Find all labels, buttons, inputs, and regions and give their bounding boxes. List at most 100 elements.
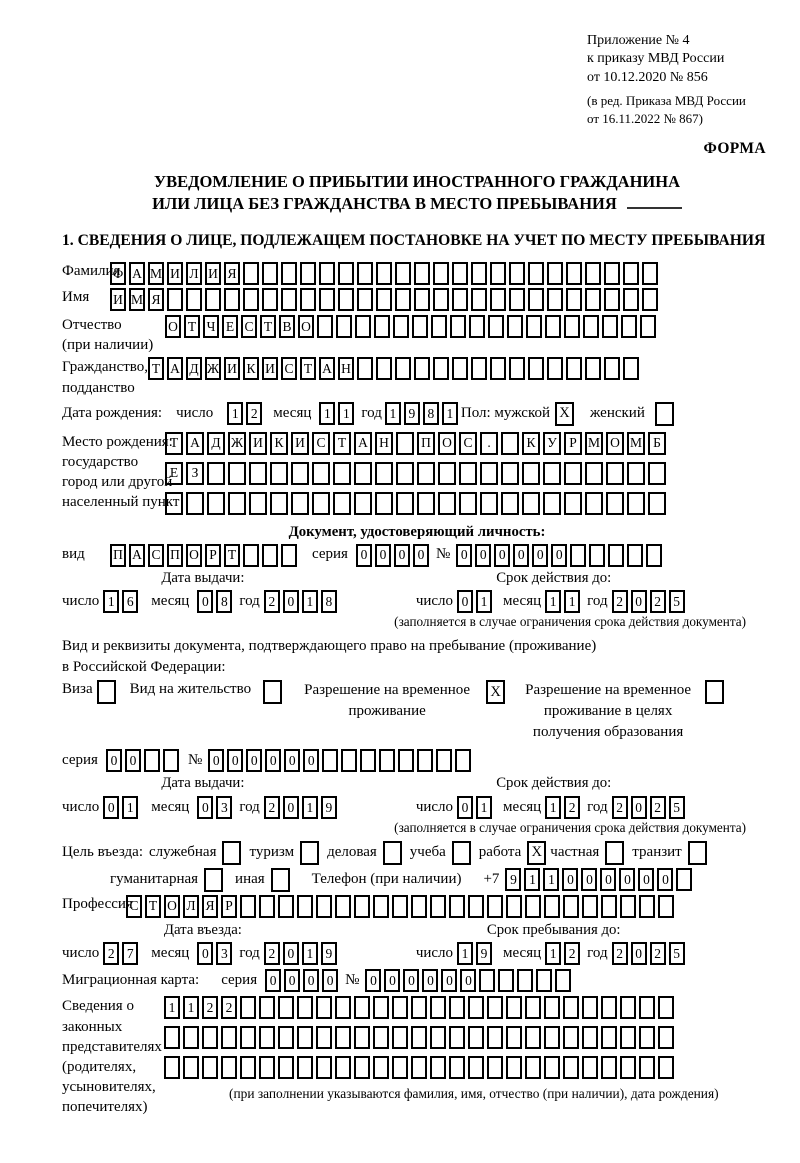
char-cell[interactable] bbox=[585, 461, 603, 485]
char-cell[interactable] bbox=[281, 262, 297, 286]
char-cell[interactable]: 8 bbox=[422, 402, 439, 426]
char-cell[interactable]: Д bbox=[207, 431, 225, 455]
char-cell[interactable]: Р bbox=[221, 894, 237, 918]
char-cell[interactable]: 2 bbox=[202, 996, 218, 1020]
char-cell[interactable]: У bbox=[543, 431, 561, 455]
char-cell[interactable]: С bbox=[312, 431, 330, 455]
residence-permit-checkbox[interactable] bbox=[263, 680, 283, 705]
purpose-tourism-checkbox[interactable] bbox=[300, 840, 320, 865]
temp-residence-checkbox[interactable]: X bbox=[486, 680, 506, 705]
char-cell[interactable] bbox=[468, 1026, 484, 1050]
char-cell[interactable] bbox=[517, 969, 534, 993]
char-cell[interactable] bbox=[627, 543, 644, 567]
char-cell[interactable]: 0 bbox=[284, 969, 301, 993]
char-cell[interactable] bbox=[544, 1026, 560, 1050]
char-cell[interactable] bbox=[375, 461, 393, 485]
char-cell[interactable]: 0 bbox=[657, 868, 674, 892]
char-cell[interactable] bbox=[354, 996, 370, 1020]
char-cell[interactable] bbox=[317, 315, 333, 339]
char-cell[interactable] bbox=[480, 461, 498, 485]
char-cell[interactable] bbox=[354, 894, 370, 918]
char-cell[interactable] bbox=[281, 543, 297, 567]
char-cell[interactable] bbox=[143, 749, 160, 773]
char-cell[interactable] bbox=[228, 491, 246, 515]
char-cell[interactable] bbox=[620, 996, 636, 1020]
char-cell[interactable] bbox=[205, 288, 221, 312]
char-cell[interactable]: 9 bbox=[320, 942, 337, 966]
char-cell[interactable] bbox=[563, 1056, 579, 1080]
char-cell[interactable] bbox=[498, 969, 515, 993]
purpose-humanitarian-checkbox[interactable] bbox=[204, 867, 224, 892]
char-cell[interactable] bbox=[291, 491, 309, 515]
char-cell[interactable]: А bbox=[354, 431, 372, 455]
char-cell[interactable] bbox=[583, 315, 599, 339]
char-cell[interactable] bbox=[506, 894, 522, 918]
char-cell[interactable]: 1 bbox=[164, 996, 180, 1020]
char-cell[interactable] bbox=[606, 491, 624, 515]
char-cell[interactable]: 0 bbox=[441, 969, 458, 993]
char-cell[interactable]: 6 bbox=[122, 590, 139, 614]
char-cell[interactable]: 5 bbox=[668, 590, 685, 614]
char-cell[interactable] bbox=[648, 461, 666, 485]
char-cell[interactable] bbox=[398, 749, 415, 773]
char-cell[interactable]: 1 bbox=[227, 402, 244, 426]
char-cell[interactable]: Ж bbox=[205, 357, 221, 381]
char-cell[interactable] bbox=[270, 461, 288, 485]
char-cell[interactable] bbox=[646, 543, 663, 567]
char-cell[interactable] bbox=[164, 1026, 180, 1050]
char-cell[interactable]: Т bbox=[260, 315, 276, 339]
char-cell[interactable] bbox=[621, 315, 637, 339]
char-cell[interactable]: 1 bbox=[301, 942, 318, 966]
char-cell[interactable] bbox=[623, 262, 639, 286]
char-cell[interactable] bbox=[430, 894, 446, 918]
char-cell[interactable] bbox=[322, 749, 339, 773]
char-cell[interactable]: 0 bbox=[303, 749, 320, 773]
char-cell[interactable] bbox=[395, 262, 411, 286]
char-cell[interactable] bbox=[221, 1056, 237, 1080]
char-cell[interactable] bbox=[479, 969, 496, 993]
char-cell[interactable]: С bbox=[126, 894, 142, 918]
char-cell[interactable] bbox=[449, 1056, 465, 1080]
char-cell[interactable] bbox=[450, 315, 466, 339]
char-cell[interactable]: К bbox=[270, 431, 288, 455]
char-cell[interactable] bbox=[487, 1056, 503, 1080]
char-cell[interactable]: О bbox=[438, 431, 456, 455]
char-cell[interactable] bbox=[620, 1026, 636, 1050]
char-cell[interactable] bbox=[543, 461, 561, 485]
char-cell[interactable] bbox=[392, 1056, 408, 1080]
char-cell[interactable]: Т bbox=[148, 357, 164, 381]
char-cell[interactable]: 0 bbox=[384, 969, 401, 993]
char-cell[interactable] bbox=[620, 1056, 636, 1080]
char-cell[interactable]: 2 bbox=[611, 942, 628, 966]
char-cell[interactable] bbox=[430, 996, 446, 1020]
char-cell[interactable]: М bbox=[585, 431, 603, 455]
char-cell[interactable] bbox=[585, 262, 601, 286]
char-cell[interactable] bbox=[468, 996, 484, 1020]
char-cell[interactable]: О bbox=[606, 431, 624, 455]
char-cell[interactable]: 1 bbox=[122, 796, 139, 820]
char-cell[interactable] bbox=[509, 262, 525, 286]
char-cell[interactable]: . bbox=[480, 431, 498, 455]
char-cell[interactable]: Р bbox=[205, 543, 221, 567]
char-cell[interactable] bbox=[585, 491, 603, 515]
char-cell[interactable] bbox=[207, 491, 225, 515]
char-cell[interactable]: 8 bbox=[320, 590, 337, 614]
char-cell[interactable] bbox=[545, 315, 561, 339]
char-cell[interactable]: 0 bbox=[103, 796, 120, 820]
char-cell[interactable] bbox=[414, 262, 430, 286]
char-cell[interactable] bbox=[501, 431, 519, 455]
char-cell[interactable] bbox=[490, 262, 506, 286]
char-cell[interactable]: И bbox=[167, 262, 183, 286]
char-cell[interactable] bbox=[506, 996, 522, 1020]
char-cell[interactable] bbox=[333, 461, 351, 485]
char-cell[interactable]: 2 bbox=[564, 942, 581, 966]
char-cell[interactable] bbox=[608, 543, 625, 567]
char-cell[interactable]: О bbox=[164, 894, 180, 918]
char-cell[interactable] bbox=[357, 357, 373, 381]
char-cell[interactable] bbox=[355, 315, 371, 339]
char-cell[interactable]: М bbox=[129, 288, 145, 312]
char-cell[interactable] bbox=[278, 996, 294, 1020]
char-cell[interactable]: 0 bbox=[551, 543, 568, 567]
char-cell[interactable]: 1 bbox=[524, 868, 541, 892]
char-cell[interactable]: 0 bbox=[303, 969, 320, 993]
